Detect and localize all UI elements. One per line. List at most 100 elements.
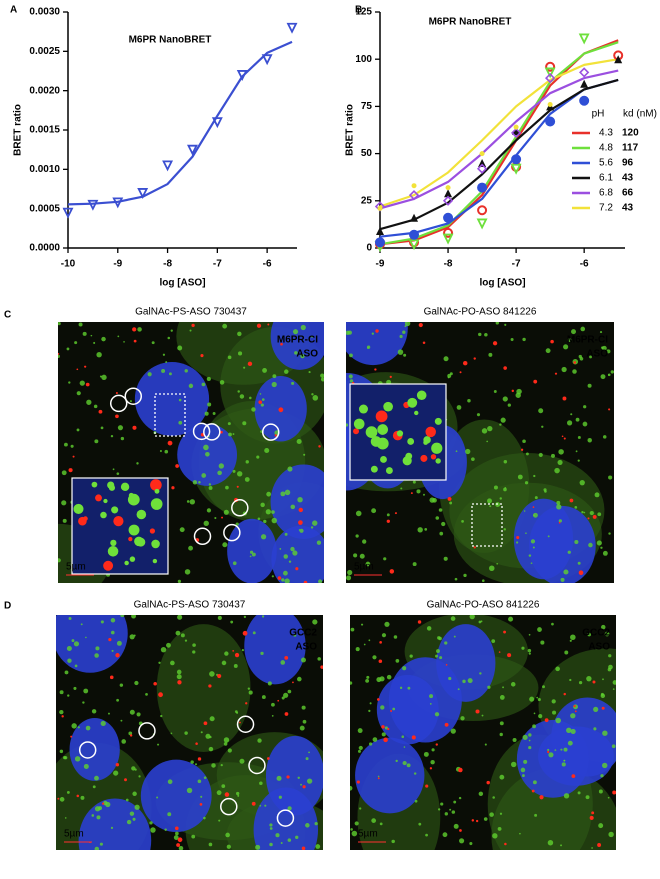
red-puncta bbox=[302, 785, 306, 789]
green-puncta bbox=[94, 846, 100, 850]
green-puncta bbox=[384, 726, 388, 730]
red-puncta bbox=[101, 802, 105, 805]
data-point bbox=[408, 239, 420, 251]
green-puncta bbox=[308, 371, 311, 374]
green-puncta bbox=[593, 706, 599, 712]
green-puncta bbox=[201, 473, 207, 478]
green-puncta bbox=[520, 767, 526, 773]
red-puncta bbox=[381, 725, 385, 729]
legend-kd: 66 bbox=[622, 188, 634, 199]
green-puncta bbox=[554, 749, 557, 751]
green-puncta bbox=[159, 450, 162, 453]
green-puncta bbox=[548, 752, 554, 758]
green-puncta bbox=[499, 732, 503, 737]
red-puncta bbox=[378, 659, 383, 664]
green-puncta bbox=[409, 654, 413, 658]
green-puncta bbox=[547, 535, 550, 538]
inset-puncta bbox=[407, 397, 418, 408]
green-puncta bbox=[291, 381, 295, 385]
green-puncta bbox=[85, 636, 87, 639]
fit-curve bbox=[379, 58, 619, 208]
inset-puncta bbox=[103, 560, 114, 571]
red-puncta bbox=[195, 742, 198, 745]
green-puncta bbox=[252, 631, 256, 635]
red-puncta bbox=[374, 368, 377, 371]
red-puncta bbox=[418, 322, 423, 328]
chart-title: M6PR NanoBRET bbox=[129, 35, 212, 46]
green-puncta bbox=[579, 480, 585, 486]
inset-puncta bbox=[120, 482, 130, 492]
green-puncta bbox=[536, 696, 539, 699]
green-puncta bbox=[600, 693, 606, 699]
green-puncta bbox=[76, 428, 80, 432]
green-puncta bbox=[366, 675, 370, 679]
green-puncta bbox=[150, 827, 156, 833]
micrograph-content bbox=[346, 322, 614, 583]
green-puncta bbox=[200, 795, 203, 798]
red-puncta bbox=[220, 430, 223, 434]
red-puncta bbox=[379, 641, 382, 644]
green-puncta bbox=[510, 761, 517, 768]
highlight-circle bbox=[236, 715, 255, 734]
data-point bbox=[545, 116, 556, 127]
green-puncta bbox=[110, 434, 114, 438]
green-puncta bbox=[119, 683, 124, 687]
green-puncta bbox=[225, 485, 229, 490]
green-puncta bbox=[608, 654, 612, 658]
green-puncta bbox=[372, 737, 378, 742]
green-puncta bbox=[184, 639, 188, 642]
data-point bbox=[510, 163, 522, 175]
highlight-circle bbox=[193, 527, 212, 546]
green-puncta bbox=[129, 634, 135, 640]
green-puncta bbox=[287, 806, 292, 811]
green-puncta bbox=[164, 828, 167, 832]
green-puncta bbox=[192, 650, 196, 654]
x-tick-label: -7 bbox=[512, 259, 521, 270]
green-puncta bbox=[176, 674, 182, 680]
green-puncta bbox=[184, 731, 188, 735]
green-puncta bbox=[586, 675, 592, 682]
green-puncta bbox=[438, 508, 443, 512]
green-puncta bbox=[261, 398, 265, 401]
scale-label: 5µm bbox=[358, 829, 378, 840]
green-puncta bbox=[149, 821, 153, 825]
inset-puncta bbox=[128, 524, 140, 536]
inset-puncta bbox=[380, 456, 387, 463]
red-puncta bbox=[503, 366, 507, 370]
green-puncta bbox=[205, 451, 210, 457]
green-puncta bbox=[502, 396, 508, 402]
micrograph-content bbox=[58, 322, 324, 583]
green-puncta bbox=[228, 432, 232, 437]
green-puncta bbox=[570, 713, 576, 719]
red-puncta bbox=[563, 437, 566, 440]
inset-puncta bbox=[124, 560, 129, 566]
green-puncta bbox=[138, 775, 141, 778]
red-puncta bbox=[498, 651, 501, 653]
green-puncta bbox=[597, 512, 602, 517]
inset-puncta bbox=[95, 494, 102, 502]
legend-label: 6.8 bbox=[599, 188, 613, 199]
green-puncta bbox=[591, 847, 593, 849]
red-puncta bbox=[115, 414, 119, 419]
green-puncta bbox=[601, 345, 607, 351]
green-puncta bbox=[281, 696, 285, 700]
green-puncta bbox=[600, 774, 604, 778]
green-puncta bbox=[180, 633, 185, 638]
green-puncta bbox=[444, 641, 448, 645]
inset-puncta bbox=[385, 467, 393, 474]
green-puncta bbox=[64, 670, 69, 675]
red-puncta bbox=[516, 535, 520, 540]
red-puncta bbox=[301, 846, 306, 850]
green-puncta bbox=[521, 774, 525, 778]
inset-puncta bbox=[370, 465, 378, 473]
green-puncta bbox=[162, 353, 166, 356]
green-puncta bbox=[74, 756, 81, 762]
green-puncta bbox=[260, 534, 267, 540]
green-puncta bbox=[283, 570, 288, 576]
green-puncta bbox=[161, 368, 166, 373]
highlight-circle bbox=[248, 756, 266, 775]
green-puncta bbox=[566, 727, 572, 734]
nucleus bbox=[69, 718, 120, 781]
fit-curve bbox=[379, 69, 619, 210]
green-puncta bbox=[235, 522, 239, 526]
